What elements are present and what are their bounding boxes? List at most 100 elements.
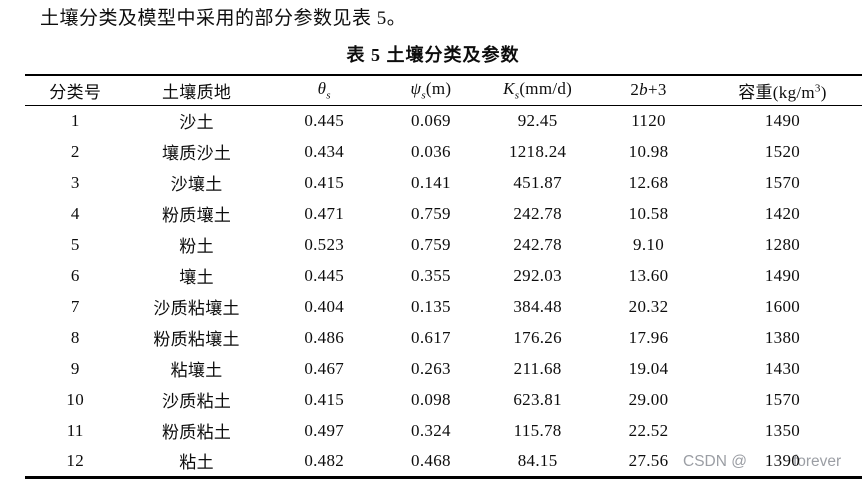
- table-cell: 0.482: [304, 450, 345, 470]
- table-cell: 211.68: [513, 358, 562, 378]
- table-cell: 9: [70, 358, 80, 378]
- table-cell: 27.56: [628, 450, 669, 470]
- table-cell: 0.135: [411, 296, 451, 316]
- table-cell: 沙质粘土: [161, 392, 232, 411]
- watermark-suffix: forever: [792, 453, 842, 470]
- table-cell: 2: [70, 141, 80, 161]
- table-cell: 292.03: [513, 265, 562, 285]
- table-cell: 0.445: [304, 110, 345, 130]
- table-row: 7 沙质粘壤土 0.404 0.135 384.48 20.32 1600: [25, 291, 862, 322]
- column-header: ψs(m): [410, 79, 452, 102]
- table-cell: 壤土: [179, 268, 214, 287]
- table-row: 5 粉土 0.523 0.759 242.78 9.10 1280: [25, 229, 862, 260]
- table-cell: 29.00: [628, 389, 669, 409]
- table-cell: 0.404: [304, 296, 345, 316]
- table-cell: 12.68: [628, 172, 669, 192]
- table-cell: 0.434: [304, 141, 345, 161]
- table-cell: 粉质粘壤土: [153, 330, 240, 349]
- table-cell: 1570: [764, 389, 801, 409]
- watermark-prefix: CSDN @: [683, 453, 747, 470]
- table-cell: 1490: [764, 265, 801, 285]
- table-cell: 1520: [764, 141, 801, 161]
- table-cell: 0.486: [304, 327, 345, 347]
- table-cell: 6: [70, 265, 80, 285]
- table-row: 4 粉质壤土 0.471 0.759 242.78 10.58 1420: [25, 198, 862, 229]
- table-cell: 1: [70, 110, 80, 130]
- table-cell: 17.96: [628, 327, 669, 347]
- table-cell: 384.48: [513, 296, 562, 316]
- table-cell: 粉质粘土: [161, 423, 232, 442]
- table-cell: 0.759: [411, 234, 451, 254]
- table-cell: 0.036: [411, 141, 451, 161]
- column-header: θs: [317, 79, 331, 102]
- table-cell: 1430: [764, 358, 801, 378]
- table-cell: 10: [66, 389, 85, 409]
- table-cell: 1350: [764, 420, 801, 440]
- table-cell: 沙土: [179, 113, 214, 133]
- table-cell: 粘壤土: [170, 361, 223, 380]
- table-row: 9 粘壤土 0.467 0.263 211.68 19.04 1430: [25, 353, 862, 384]
- table-cell: 13.60: [628, 265, 669, 285]
- table-cell: 115.78: [513, 420, 562, 440]
- table-cell: 7: [70, 296, 80, 316]
- column-header: 土壤质地: [161, 82, 232, 102]
- table-cell: 0.471: [304, 203, 345, 223]
- intro-paragraph: 土壤分类及模型中采用的部分参数见表 5。: [40, 8, 407, 29]
- table-cell: 19.04: [628, 358, 669, 378]
- table-cell: 1420: [764, 203, 801, 223]
- table-cell: 5: [70, 234, 80, 254]
- csdn-watermark: CSDN @ forever: [683, 453, 841, 471]
- table-cell: 0.759: [411, 203, 451, 223]
- table-row: 3 沙壤土 0.415 0.141 451.87 12.68 1570: [25, 167, 862, 198]
- soil-parameters-table: 分类号 土壤质地 θs ψs(m) Ks(mm/d) 2b+3 容重(kg/m3) 1 沙土 0…: [25, 74, 862, 479]
- table-cell: 22.52: [628, 420, 669, 440]
- table-cell: 1280: [764, 234, 801, 254]
- table-cell: 20.32: [628, 296, 669, 316]
- table-cell: 0.415: [304, 172, 345, 192]
- table-cell: 4: [70, 203, 80, 223]
- table-cell: 1490: [764, 110, 801, 130]
- table-header-row: 分类号 土壤质地 θs ψs(m) Ks(mm/d) 2b+3 容重(kg/m3): [25, 75, 862, 105]
- table-row: 12 粘土 0.482 0.468 84.15 27.56 1390: [25, 446, 862, 477]
- table-cell: 0.098: [411, 389, 451, 409]
- table-cell: 12: [66, 450, 85, 470]
- table-cell: 3: [70, 172, 80, 192]
- table-caption: 表 5 土壤分类及参数: [346, 45, 520, 65]
- table-cell: 176.26: [513, 327, 562, 347]
- table-cell: 壤质沙土: [161, 144, 232, 163]
- table-cell: 0.523: [304, 234, 345, 254]
- table-row: 6 壤土 0.445 0.355 292.03 13.60 1490: [25, 260, 862, 291]
- table-cell: 沙壤土: [170, 175, 223, 194]
- table-cell: 242.78: [513, 203, 562, 223]
- table-cell: 1390: [764, 450, 801, 470]
- table-cell: 0.415: [304, 389, 345, 409]
- column-header: 容重(kg/m3): [738, 82, 827, 102]
- table-cell: 0.467: [304, 358, 345, 378]
- table-cell: 0.355: [411, 265, 451, 285]
- table-cell: 0.141: [411, 172, 451, 192]
- table-cell: 1120: [631, 110, 666, 130]
- table-cell: 0.445: [304, 265, 345, 285]
- column-header: Ks(mm/d): [503, 79, 573, 102]
- table-cell: 623.81: [513, 389, 562, 409]
- table-body: 1 沙土 0.445 0.069 92.45 1120 1490 2 壤质沙土 0.434 0.03…: [25, 105, 862, 477]
- table-cell: 1570: [764, 172, 801, 192]
- table-row: 11 粉质粘土 0.497 0.324 115.78 22.52 1350: [25, 415, 862, 446]
- table-header: 分类号 土壤质地 θs ψs(m) Ks(mm/d) 2b+3 容重(kg/m3): [25, 75, 862, 105]
- table-cell: 0.468: [411, 450, 451, 470]
- table-cell: 0.069: [411, 110, 451, 130]
- column-header: 2b+3: [630, 80, 667, 100]
- table-cell: 242.78: [513, 234, 562, 254]
- table-cell: 0.324: [411, 420, 451, 440]
- table-cell: 沙质粘壤土: [153, 299, 240, 318]
- table-cell: 9.10: [633, 234, 664, 254]
- table-cell: 粉质壤土: [161, 206, 232, 225]
- table-cell: 10.98: [628, 141, 669, 161]
- table-cell: 1380: [764, 327, 801, 347]
- table-cell: 11: [66, 420, 84, 440]
- table-cell: 451.87: [513, 172, 562, 192]
- table-cell: 粘土: [179, 453, 214, 473]
- table-cell: 粉土: [179, 237, 214, 256]
- table-row: 8 粉质粘壤土 0.486 0.617 176.26 17.96 1380: [25, 322, 862, 353]
